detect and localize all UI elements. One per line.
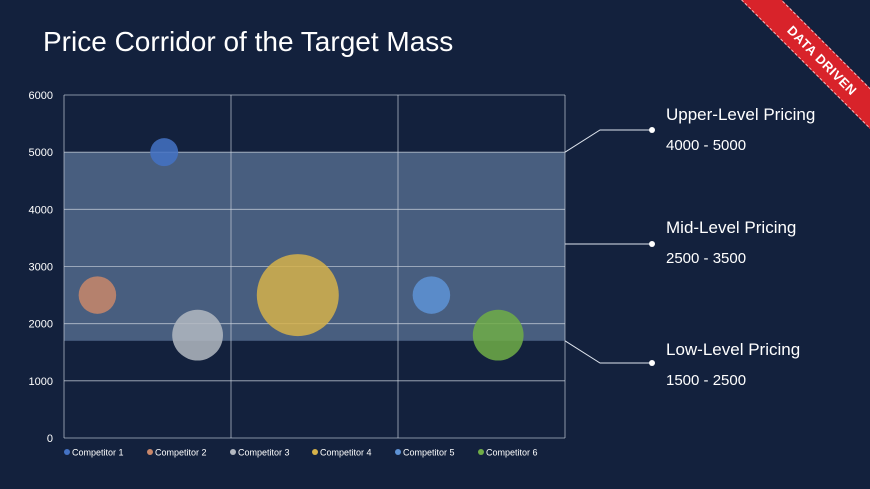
band-connector-dot [649,241,655,247]
legend-marker [312,449,318,455]
y-tick-label: 4000 [29,204,53,216]
y-tick-label: 5000 [29,147,53,159]
y-tick-label: 1000 [29,376,53,388]
legend-label: Competitor 2 [155,448,207,458]
legend-marker [478,449,484,455]
band-label-mid: Mid-Level Pricing [666,218,797,237]
bubble-competitor-1 [150,138,179,167]
legend-marker [147,449,153,455]
y-tick-label: 2000 [29,319,53,331]
band-range-low: 1500 - 2500 [666,372,747,389]
legend-label: Competitor 1 [72,448,124,458]
band-connector-line [564,129,652,153]
legend-label: Competitor 6 [486,448,538,458]
legend-label: Competitor 4 [320,448,372,458]
band-connector-dot [649,127,655,133]
band-label-low: Low-Level Pricing [666,340,801,359]
legend-marker [230,449,236,455]
bubble-competitor-5 [412,276,451,314]
legend-marker [395,449,401,455]
legend-marker [64,449,70,455]
bubble-competitor-6 [472,309,524,361]
bubble-competitor-3 [172,309,223,361]
page-title: Price Corridor of the Target Mass [43,26,454,57]
y-tick-label: 3000 [29,262,53,274]
band-label-upper: Upper-Level Pricing [666,105,816,124]
band-connector-dot [649,360,655,366]
y-tick-label: 0 [47,433,53,445]
legend-label: Competitor 5 [403,448,455,458]
bubble-competitor-2 [78,276,117,314]
legend-label: Competitor 3 [238,448,290,458]
band-range-mid: 2500 - 3500 [666,250,747,267]
band-range-upper: 4000 - 5000 [666,137,747,154]
band-connector-line [564,340,652,364]
y-tick-label: 6000 [29,90,53,102]
bubble-competitor-4 [256,254,339,337]
